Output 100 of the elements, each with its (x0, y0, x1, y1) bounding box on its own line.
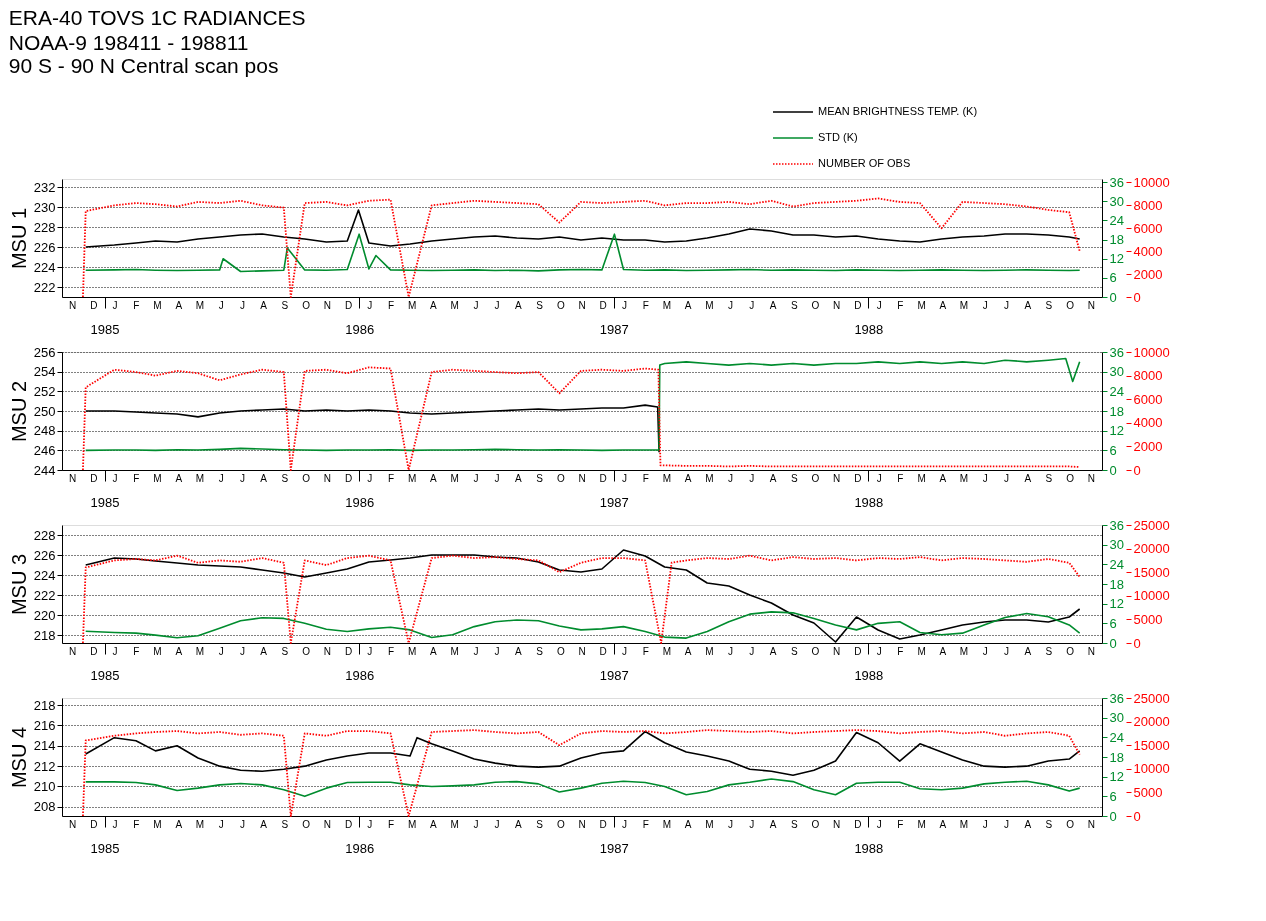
text: O (1066, 473, 1075, 484)
text: N (833, 646, 841, 657)
text: J (239, 819, 245, 830)
text: J (982, 473, 988, 484)
text: J (749, 646, 755, 657)
y-tick-label: 224 (33, 259, 56, 275)
text: A (1024, 646, 1032, 657)
text: D (344, 473, 353, 484)
text: D (90, 300, 98, 311)
text: J (982, 300, 988, 311)
text: M (195, 300, 205, 311)
text: M (195, 473, 205, 484)
y3-tick-label: 20000 (1133, 541, 1170, 557)
text: O (1066, 300, 1075, 311)
text: A (260, 646, 268, 657)
y3-tick-label: 5000 (1133, 784, 1163, 800)
text: F (133, 819, 140, 830)
x-tick-label: 1987 (599, 321, 629, 337)
y2-tick-label: 30 (1109, 364, 1124, 380)
y3-tick-label: 2000 (1133, 266, 1163, 282)
text: O (556, 646, 565, 657)
y-tick-label: 218 (33, 697, 56, 713)
text: J (473, 300, 479, 311)
text: D (599, 473, 607, 484)
x-tick-label: 1986 (345, 667, 375, 683)
text: D (90, 473, 98, 484)
text: J (982, 646, 988, 657)
text: D (854, 473, 862, 484)
y3-tick-label: 15000 (1133, 564, 1170, 580)
text: J (1003, 646, 1009, 657)
text: S (790, 473, 798, 484)
text: F (897, 300, 904, 311)
x-tick-label: 1988 (854, 667, 884, 683)
text: A (514, 473, 522, 484)
text: J (494, 819, 500, 830)
text: J (239, 300, 245, 311)
text: M (959, 819, 969, 830)
y3-tick-label: 6000 (1133, 391, 1163, 407)
text: O (811, 473, 820, 484)
y-tick-label: 226 (33, 547, 56, 563)
text: A (939, 819, 947, 830)
y2-tick-label: 6 (1109, 270, 1117, 286)
text: J (218, 646, 224, 657)
text: O (1066, 819, 1075, 830)
text: D (599, 819, 607, 830)
text: O (811, 300, 820, 311)
y2-tick-label: 30 (1109, 193, 1124, 209)
text: J (728, 300, 734, 311)
text: D (344, 646, 353, 657)
text: A (175, 819, 183, 830)
text: J (367, 300, 373, 311)
text: J (473, 473, 479, 484)
y2-tick-label: 18 (1109, 576, 1124, 592)
text: J (367, 819, 373, 830)
y-tick-label: 220 (33, 607, 56, 623)
text: A (684, 473, 692, 484)
text: M (959, 300, 969, 311)
y3-tick-label: 8000 (1133, 197, 1163, 213)
text: J (876, 646, 882, 657)
y3-tick-label: 20000 (1133, 714, 1170, 730)
line-series (82, 197, 1081, 298)
x-tick-label: 1985 (90, 840, 120, 856)
x-tick-label: 1988 (854, 840, 884, 856)
legend-label: STD (K) (818, 131, 858, 143)
x-tick-label: 1986 (345, 321, 375, 337)
text: M (408, 819, 417, 830)
text: A (939, 300, 947, 311)
text: S (281, 473, 289, 484)
text: N (323, 646, 331, 657)
text: J (621, 473, 627, 484)
y-tick-label: 248 (33, 423, 56, 439)
x-tick-label: 1987 (599, 494, 629, 510)
text: N (323, 819, 331, 830)
y-tick-label: 254 (33, 364, 56, 380)
y-tick-label: 232 (33, 179, 56, 195)
y-tick-label: 246 (33, 442, 56, 458)
y3-tick-label: 4000 (1133, 415, 1163, 431)
y2-tick-label: 6 (1109, 788, 1117, 804)
text: S (1045, 646, 1053, 657)
x-tick-label: 1985 (90, 321, 120, 337)
y2-tick-label: 6 (1109, 442, 1117, 458)
text: A (175, 473, 183, 484)
text: D (854, 819, 862, 830)
y3-tick-label: 15000 (1133, 737, 1170, 753)
text: A (260, 300, 268, 311)
text: A (514, 646, 522, 657)
text: J (112, 819, 118, 830)
text: J (494, 300, 500, 311)
text: J (1003, 300, 1009, 311)
y-tick-label: 250 (33, 403, 56, 419)
text: M (917, 819, 926, 830)
text: A (175, 646, 183, 657)
text: M (450, 300, 459, 311)
y2-tick-label: 0 (1109, 462, 1117, 478)
y2-tick-label: 6 (1109, 615, 1117, 631)
text: M (662, 473, 672, 484)
text: J (239, 473, 245, 484)
text: M (450, 473, 459, 484)
text: M (705, 473, 714, 484)
y2-tick-label: 0 (1109, 808, 1117, 824)
